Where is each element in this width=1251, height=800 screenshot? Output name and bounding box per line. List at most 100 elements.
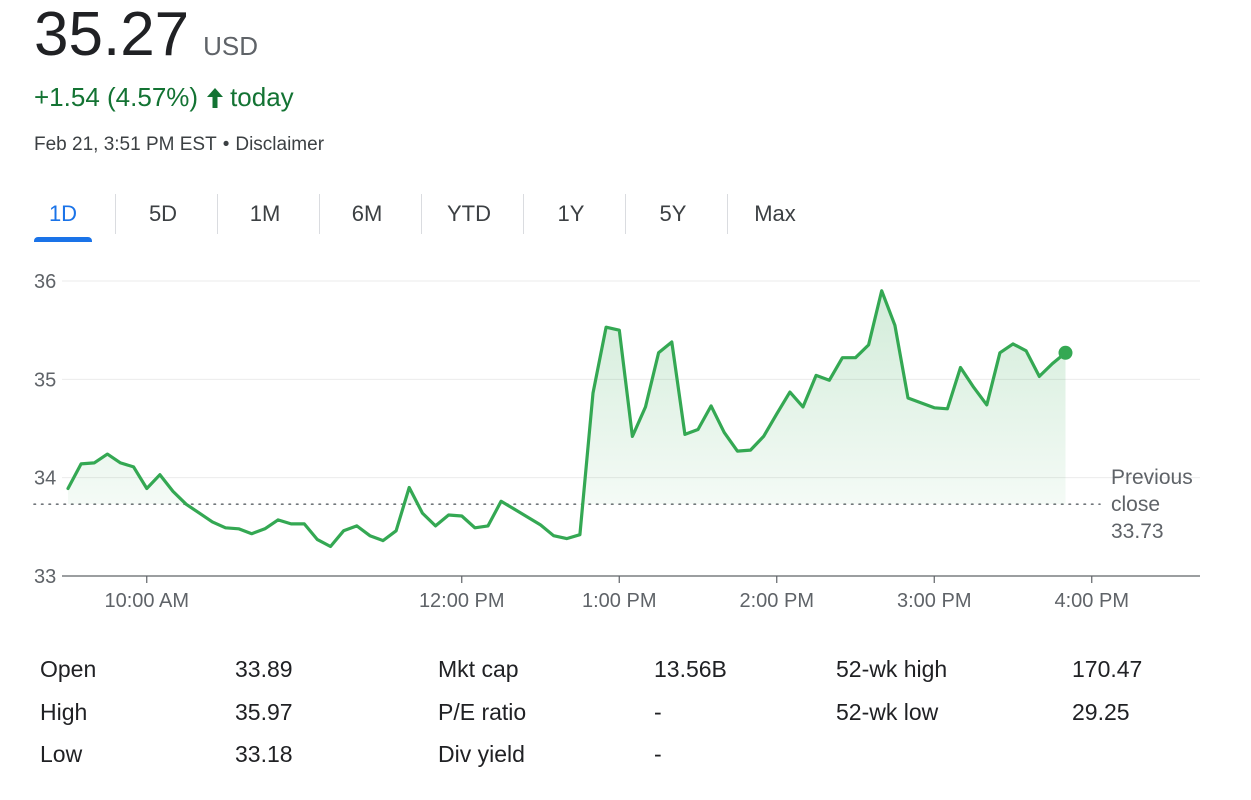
data-point <box>132 465 136 469</box>
data-point <box>814 373 818 377</box>
data-point <box>250 532 254 536</box>
data-point <box>749 448 753 452</box>
x-tick-label: 12:00 PM <box>419 590 505 612</box>
stat-value: 33.18 <box>235 741 293 767</box>
data-point <box>696 427 700 431</box>
data-point <box>827 378 831 382</box>
meta-separator: • <box>222 134 230 155</box>
tab-label: 5Y <box>659 201 687 226</box>
data-point <box>276 518 280 522</box>
data-point <box>1011 342 1015 346</box>
tab-label: YTD <box>447 201 491 226</box>
stat-value: 33.89 <box>235 656 293 682</box>
x-tick-label: 4:00 PM <box>1055 590 1129 612</box>
data-point <box>985 403 989 407</box>
data-point <box>197 511 201 515</box>
data-point <box>709 404 713 408</box>
tab-1m[interactable]: 1M <box>214 190 316 238</box>
data-point <box>368 534 372 538</box>
tab-divider <box>217 194 218 234</box>
price-change: +1.54 (4.57%) today <box>34 80 294 114</box>
tab-5d[interactable]: 5D <box>112 190 214 238</box>
tab-divider <box>115 194 116 234</box>
data-point <box>906 396 910 400</box>
stat-label: 52-wk low <box>836 699 939 725</box>
price-area-fill <box>68 290 1066 505</box>
change-period: today <box>230 82 294 112</box>
tab-5y[interactable]: 5Y <box>622 190 724 238</box>
data-point <box>591 391 595 395</box>
data-point <box>315 538 319 542</box>
tab-divider <box>727 194 728 234</box>
data-point <box>105 452 109 456</box>
y-tick-label: 33 <box>34 566 56 588</box>
stat-label: 52-wk high <box>836 656 948 682</box>
data-point <box>972 385 976 389</box>
last-price-marker <box>1058 345 1073 360</box>
change-value: +1.54 (4.57%) <box>34 82 199 112</box>
tab-divider <box>625 194 626 234</box>
data-point <box>447 513 451 517</box>
data-point <box>840 356 844 360</box>
quote-timestamp: Feb 21, 3:51 PM EST <box>34 134 217 155</box>
data-point <box>919 401 923 405</box>
data-point <box>158 473 162 477</box>
data-point <box>119 461 123 465</box>
tab-1y[interactable]: 1Y <box>520 190 622 238</box>
y-tick-label: 36 <box>34 271 56 293</box>
y-tick-label: 35 <box>34 369 56 391</box>
data-point <box>683 432 687 436</box>
data-point <box>263 527 267 531</box>
data-point <box>893 323 897 327</box>
data-point <box>735 449 739 453</box>
data-point <box>578 533 582 537</box>
data-point <box>237 527 241 531</box>
tab-label: 1M <box>249 201 281 226</box>
data-point <box>224 526 228 530</box>
x-tick-label: 2:00 PM <box>740 590 814 612</box>
stat-label: High <box>40 699 88 725</box>
data-point <box>959 366 963 370</box>
data-point <box>407 486 411 490</box>
data-point <box>539 523 543 527</box>
stat-label: Open <box>40 656 97 682</box>
stat-label: Div yield <box>438 741 525 767</box>
data-point <box>355 524 359 528</box>
tab-ytd[interactable]: YTD <box>418 190 520 238</box>
active-tab-indicator <box>34 237 92 242</box>
data-point <box>762 434 766 438</box>
data-point <box>775 412 779 416</box>
tab-label: 5D <box>148 201 178 226</box>
price-chart: 33 34 35 36 10:00 AM 12:00 PM 1:00 PM 2:00 PM 3:… <box>33 271 1200 612</box>
price-line <box>66 289 1068 549</box>
data-point <box>210 520 214 524</box>
tab-max[interactable]: Max <box>724 190 826 238</box>
tab-label: Max <box>754 201 796 226</box>
data-point <box>420 511 424 515</box>
data-point <box>394 529 398 533</box>
currency-label: USD <box>203 31 259 61</box>
tab-label: 1D <box>48 201 78 226</box>
tab-6m[interactable]: 6M <box>316 190 418 238</box>
data-point <box>801 405 805 409</box>
stat-value: - <box>654 741 662 767</box>
data-point <box>525 515 529 519</box>
data-point <box>184 502 188 506</box>
data-point <box>565 537 569 541</box>
stat-value: 170.47 <box>1072 656 1143 682</box>
data-point <box>788 390 792 394</box>
stat-value: 35.97 <box>235 699 293 725</box>
stat-label: Mkt cap <box>438 656 519 682</box>
data-point <box>945 407 949 411</box>
data-point <box>867 343 871 347</box>
x-tick-label: 1:00 PM <box>582 590 656 612</box>
tab-1d[interactable]: 1D <box>10 190 116 242</box>
data-point <box>473 526 477 530</box>
data-point <box>880 289 884 293</box>
price-row: 35.27 USD <box>34 0 258 70</box>
y-tick-label: 34 <box>34 468 56 490</box>
disclaimer-link[interactable]: Disclaimer <box>235 134 325 155</box>
stat-value: 13.56B <box>654 656 727 682</box>
data-point <box>66 486 70 490</box>
stat-label: Low <box>40 741 83 767</box>
